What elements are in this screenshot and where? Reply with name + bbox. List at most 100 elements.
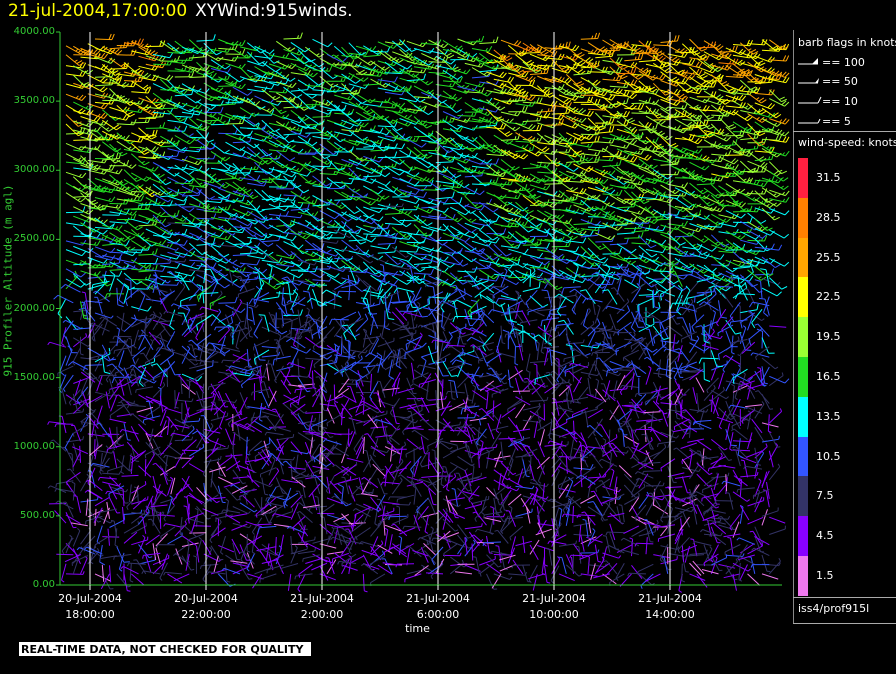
barb-flag [244,423,248,426]
barb-staff [202,508,219,516]
barb-flag [303,189,310,194]
barb-flag [314,211,319,217]
barb-staff [203,415,212,432]
barb-flag [199,361,202,365]
barb-flag [215,56,219,60]
barb-staff [130,573,145,586]
barb-flag [173,127,177,131]
barb-staff [167,204,185,206]
barb-flag [80,157,86,162]
wind-barb [123,75,144,82]
barb-flag [246,550,251,553]
barb-staff [261,168,277,179]
barb-staff [261,61,277,73]
wind-barb [232,522,252,529]
barb-flag [281,65,285,69]
barb-flag [80,353,84,356]
barb-staff [123,287,130,304]
barb-flag [152,377,155,382]
barb-flag [249,75,254,78]
barb-staff [282,395,299,405]
barb-staff [193,525,212,527]
barb-flag [62,388,66,392]
barb-flag [227,67,232,73]
barb-flag [251,76,258,80]
barb-staff [174,271,192,277]
barb-flag [99,512,101,516]
barb-flag [163,518,166,522]
barb-flag [314,536,316,540]
barb-flag [155,248,158,255]
barb-flag [80,197,86,203]
barb-flag [232,310,234,315]
barb-staff [253,292,270,302]
barb-flag [290,144,296,150]
barb-flag [102,78,108,84]
wind-barb [230,513,248,518]
wind-barb [193,555,197,574]
barb-flag [169,325,175,331]
barb-flag [120,566,124,569]
wind-barb [244,458,262,463]
wind-barb [218,172,238,181]
barb-staff [202,286,205,304]
barb-staff [196,509,199,527]
barb-flag [227,444,230,449]
barb-flag [252,195,259,200]
wind-barb [71,481,76,501]
wind-barb [271,513,291,519]
barb-staff [254,567,271,575]
barb-flag [103,53,109,59]
barb-flag [97,113,101,117]
barb-flag [125,240,130,246]
barb-flag [306,149,312,155]
wind-barb [64,432,74,451]
barb-staff [179,517,183,535]
barb-staff [152,344,164,359]
barb-flag [78,173,82,178]
barb-flag [82,158,87,165]
barb-flag [159,173,165,178]
wind-barb [268,311,280,329]
barb-flag [224,156,231,162]
barb-flag [247,280,251,284]
barb-flag [142,555,144,559]
barb-staff [181,111,199,116]
wind-barb [65,249,87,257]
barb-flag [84,191,89,194]
wind-barb [109,418,127,424]
barb-flag [144,454,147,459]
barb-flag [224,284,230,289]
wind-barb [123,178,144,189]
barb-flag [116,126,122,131]
barb-flag [209,120,213,125]
barb-staff [81,410,96,422]
barb-flag [110,271,116,276]
wind-barb [246,319,254,338]
barb-flag [264,493,269,496]
barb-flag [282,148,285,152]
barb-flag [242,48,246,55]
wind-barb [283,403,300,416]
barb-staff [254,171,272,173]
wind-barb [73,206,94,215]
barb-flag [207,386,210,390]
barb-flag [209,303,212,310]
barb-flag [243,365,248,369]
wind-barb [61,563,67,583]
barb-staff [239,138,255,149]
barb-flag [190,270,196,277]
barb-flag [145,74,152,79]
barb-flag [108,127,114,132]
wind-barb [232,476,250,479]
barb-flag [248,578,253,580]
barb-staff [260,497,263,515]
barb-flag [248,358,252,362]
barb-flag [115,170,119,174]
barb-flag [244,54,248,57]
barb-flag [253,333,259,339]
barb-flag [115,152,119,159]
wind-barb [290,441,303,455]
barb-flag [194,363,199,366]
barb-flag [143,43,149,49]
